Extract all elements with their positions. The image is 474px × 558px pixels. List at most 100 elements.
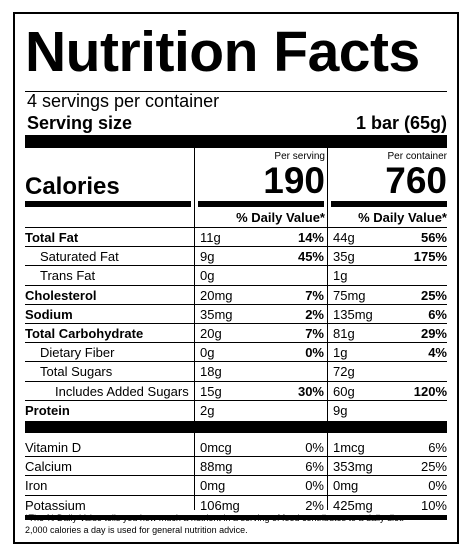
dv-header-serving: % Daily Value* [236,210,325,225]
dv-per-serving: 0% [305,345,324,360]
nutrient-name: Trans Fat [40,268,96,283]
dv-per-serving: 14% [297,230,324,245]
amount-per-container: 1g [333,268,348,283]
vitamin-dv-per-container: 0% [428,478,447,493]
row-divider [25,456,447,457]
vitamin-amount-per-serving: 0mcg [200,440,232,455]
dv-per-container: 25% [420,288,447,303]
row-divider [25,227,447,228]
row-divider [25,323,447,324]
row-divider [25,400,447,401]
row-divider [25,381,447,382]
vitamin-dv-per-serving: 2% [305,498,324,513]
dv-per-container: 4% [428,345,447,360]
nutrient-name: Saturated Fat [40,249,119,264]
calories-label: Calories [25,173,120,200]
amount-per-serving: 0g [200,345,215,360]
amount-per-container: 44g [333,230,355,245]
dv-per-container: 120% [413,384,447,399]
thick-divider [25,421,447,433]
footnote-line-1: *The % Daily Value tells you how much a … [25,513,405,523]
amount-per-container: 35g [333,249,355,264]
servings-per-container: 4 servings per container [27,91,220,111]
row-divider [25,361,447,362]
column-separator [327,148,328,510]
dv-per-container: 56% [420,230,447,245]
dv-header-container: % Daily Value* [358,210,447,225]
amount-per-serving: 15g [200,384,222,399]
vitamin-dv-per-serving: 0% [305,440,324,455]
vitamin-name: Vitamin D [25,440,82,455]
row-divider [25,246,447,247]
label-title: Nutrition Facts [25,20,420,84]
amount-per-container: 60g [333,384,355,399]
nutrient-name: Includes Added Sugars [55,384,189,399]
amount-per-container: 9g [333,403,348,418]
vitamin-name: Calcium [25,459,72,474]
nutrient-name: Sodium [25,307,73,322]
vitamin-dv-per-serving: 0% [305,478,324,493]
dv-per-serving: 7% [305,288,324,303]
dv-per-container: 29% [420,326,447,341]
row-divider [25,475,447,476]
nutrient-name: Protein [25,403,70,418]
calories-per-container: 760 [385,160,447,201]
serving-size-label: Serving size [27,113,133,133]
nutrient-name: Dietary Fiber [40,345,115,360]
amount-per-container: 75mg [333,288,366,303]
amount-per-container: 1g [333,345,348,360]
amount-per-serving: 18g [200,364,222,379]
nutrient-name: Total Carbohydrate [25,326,144,341]
row-divider [25,342,447,343]
dv-per-serving: 2% [305,307,324,322]
vitamin-dv-per-container: 6% [428,440,447,455]
vitamin-amount-per-container: 353mg [333,459,373,474]
calories-divider [198,201,324,207]
vitamin-name: Potassium [25,498,86,513]
amount-per-serving: 35mg [200,307,233,322]
amount-per-container: 81g [333,326,355,341]
footnote-line-2: 2,000 calories a day is used for general… [25,525,248,535]
vitamin-dv-per-serving: 6% [305,459,324,474]
serving-size-value: 1 bar (65g) [355,113,447,133]
thick-divider [25,135,447,148]
calories-divider [331,201,447,207]
vitamin-amount-per-serving: 0mg [200,478,226,493]
dv-per-serving: 45% [297,249,324,264]
vitamin-dv-per-container: 10% [420,498,447,513]
dv-per-serving: 30% [297,384,324,399]
vitamin-amount-per-serving: 106mg [200,498,240,513]
dv-per-container: 175% [413,249,447,264]
nutrient-name: Total Sugars [40,364,113,379]
vitamin-name: Iron [25,478,48,493]
calories-per-serving: 190 [263,160,325,201]
row-divider [25,285,447,286]
vitamin-amount-per-serving: 88mg [200,459,233,474]
amount-per-serving: 9g [200,249,215,264]
amount-per-serving: 0g [200,268,215,283]
vitamin-amount-per-container: 425mg [333,498,373,513]
divider [25,91,447,92]
amount-per-serving: 11g [200,230,221,245]
row-divider [25,495,447,496]
amount-per-serving: 20g [200,326,222,341]
vitamin-amount-per-container: 0mg [333,478,359,493]
vitamin-dv-per-container: 25% [420,459,447,474]
footnote-divider [25,515,447,520]
amount-per-serving: 20mg [200,288,233,303]
column-separator [194,148,195,510]
calories-divider [25,201,191,207]
vitamin-amount-per-container: 1mcg [333,440,365,455]
amount-per-serving: 2g [200,403,215,418]
per-serving-label: Per serving [274,151,325,162]
row-divider [25,304,447,305]
nutrient-name: Cholesterol [25,288,97,303]
nutrition-facts-label: Nutrition Facts 4 servings per container… [13,12,459,544]
dv-per-container: 6% [428,307,447,322]
row-divider [25,265,447,266]
amount-per-container: 135mg [333,307,373,322]
amount-per-container: 72g [333,364,355,379]
dv-per-serving: 7% [305,326,324,341]
per-container-label: Per container [387,151,447,162]
nutrient-name: Total Fat [25,230,79,245]
